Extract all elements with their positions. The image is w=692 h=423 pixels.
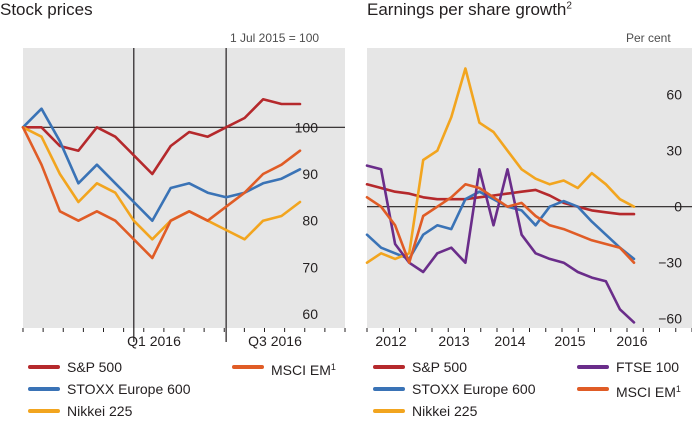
legend-swatch-msci <box>232 365 264 369</box>
x-tick-label: 2015 <box>554 333 585 349</box>
legend-swatch-sp500 <box>373 365 405 369</box>
left-unit-note: 1 Jul 2015 = 100 <box>230 31 320 45</box>
y-tick-label: 60 <box>302 306 318 322</box>
msci-footnote-mark: 1 <box>330 362 336 372</box>
legend-label-stoxx: STOXX Europe 600 <box>412 381 536 397</box>
series-line-nikkei <box>21 126 302 241</box>
legend-label-nikkei: Nikkei 225 <box>67 403 133 419</box>
x-tick-label: Q1 2016 <box>127 333 181 349</box>
legend-swatch-ftse <box>577 365 609 369</box>
x-tick-label: 2013 <box>438 333 469 349</box>
x-tick-label: Q3 2016 <box>248 333 302 349</box>
series-line-sp500 <box>21 98 302 176</box>
series-line-msci <box>365 183 636 265</box>
legend-label-msci-text: MSCI EM <box>616 384 676 400</box>
right-chart-title-text: Earnings per share growth <box>367 0 567 19</box>
y-tick-label: −30 <box>658 255 682 271</box>
left-chart-title: Stock prices <box>0 0 93 19</box>
x-tick-label: 2012 <box>375 333 406 349</box>
y-tick-label: 90 <box>302 166 318 182</box>
eps-growth-plot-area <box>367 48 692 328</box>
legend-swatch-stoxx <box>373 387 405 391</box>
legend-swatch-nikkei <box>28 409 60 413</box>
series-line-nikkei <box>365 67 636 265</box>
x-tick-label: 2016 <box>616 333 647 349</box>
y-tick-label: 30 <box>666 143 682 159</box>
series-line-stoxx <box>21 107 302 222</box>
legend-swatch-sp500 <box>28 365 60 369</box>
y-tick-label: −60 <box>658 311 682 327</box>
legend-label-nikkei: Nikkei 225 <box>412 403 478 419</box>
legend-label-stoxx: STOXX Europe 600 <box>67 381 191 397</box>
series-line-ftse <box>365 164 636 324</box>
legend-swatch-msci <box>577 387 609 391</box>
y-tick-label: 70 <box>302 259 318 275</box>
legend-swatch-nikkei <box>373 409 405 413</box>
msci-footnote-mark: 1 <box>675 384 681 394</box>
y-tick-label: 60 <box>666 87 682 103</box>
legend-label-sp500: S&P 500 <box>67 359 123 375</box>
legend-label-sp500: S&P 500 <box>412 359 468 375</box>
legend-label-msci-text: MSCI EM <box>271 362 331 378</box>
right-unit-note: Per cent <box>626 31 671 45</box>
right-title-footnote-mark: 2 <box>566 0 572 12</box>
x-tick-label: 2014 <box>494 333 525 349</box>
series-line-msci <box>21 126 302 260</box>
y-tick-label: 80 <box>302 213 318 229</box>
legend-swatch-stoxx <box>28 387 60 391</box>
stock-prices-plot-area <box>23 48 345 328</box>
legend-label-ftse: FTSE 100 <box>616 359 680 375</box>
legend-label-msci: MSCI EM1 <box>616 380 681 401</box>
right-chart-title: Earnings per share growth2 <box>367 0 572 20</box>
legend-label-msci: MSCI EM1 <box>271 358 336 379</box>
